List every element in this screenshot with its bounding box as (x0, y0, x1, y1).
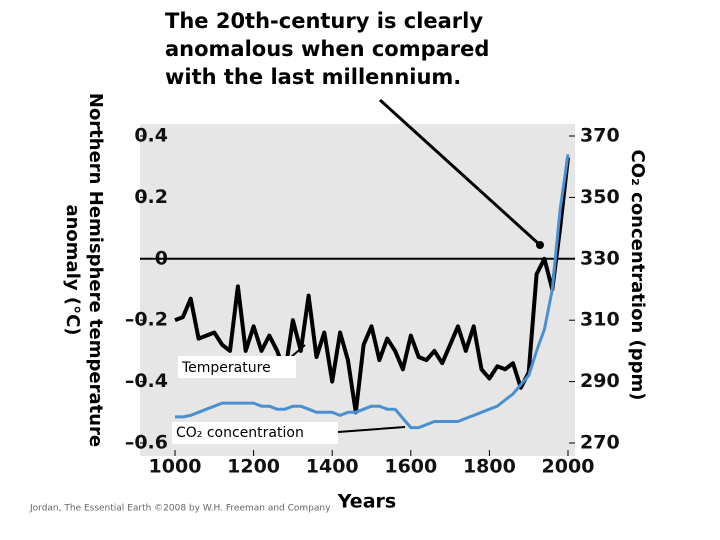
series-line (174, 157, 570, 415)
label-leader (289, 344, 306, 359)
y2-axis-label: CO₂ concentration (ppm) (627, 149, 648, 400)
x-tick-label: 1200 (227, 456, 280, 478)
series-label: Temperature (181, 360, 271, 376)
title-line: The 20th-century is clearly (165, 9, 483, 33)
annotation-dot (536, 241, 544, 249)
y-axis-label: Northern Hemisphere temperature (85, 93, 106, 447)
y2-tick-label: 330 (580, 247, 620, 269)
plot-area: –0.6–0.4–0.200.20.4270290310330350370100… (125, 125, 620, 478)
y-tick-label: –0.2 (125, 309, 168, 331)
series-label: CO₂ concentration (176, 425, 304, 441)
y2-tick-label: 290 (580, 370, 620, 392)
label-leader (337, 426, 406, 433)
title-line: with the last millennium. (165, 65, 461, 89)
y-tick-label: –0.6 (125, 432, 168, 454)
title-line: anomalous when compared (165, 37, 489, 61)
annotation-leader (378, 98, 542, 247)
credit: Jordan, The Essential Earth ©2008 by W.H… (29, 504, 331, 514)
x-axis-label: Years (337, 491, 396, 513)
x-tick-label: 1000 (149, 456, 202, 478)
y2-tick-label: 270 (580, 432, 620, 454)
y-tick-label: 0.4 (134, 125, 168, 147)
y2-tick-label: 370 (580, 125, 620, 147)
y-tick-label: –0.4 (125, 370, 168, 392)
y2-tick-label: 310 (580, 309, 620, 331)
label-box (178, 356, 296, 378)
label-box (172, 422, 338, 444)
y-tick-label: 0.2 (134, 186, 168, 208)
x-tick-label: 1800 (463, 456, 516, 478)
y-axis-label: anomaly (°C) (62, 204, 83, 335)
x-tick-label: 1600 (384, 456, 437, 478)
x-tick-label: 1400 (306, 456, 359, 478)
series-line (175, 154, 570, 430)
x-tick-label: 2000 (542, 456, 595, 478)
y2-tick-label: 350 (580, 186, 620, 208)
